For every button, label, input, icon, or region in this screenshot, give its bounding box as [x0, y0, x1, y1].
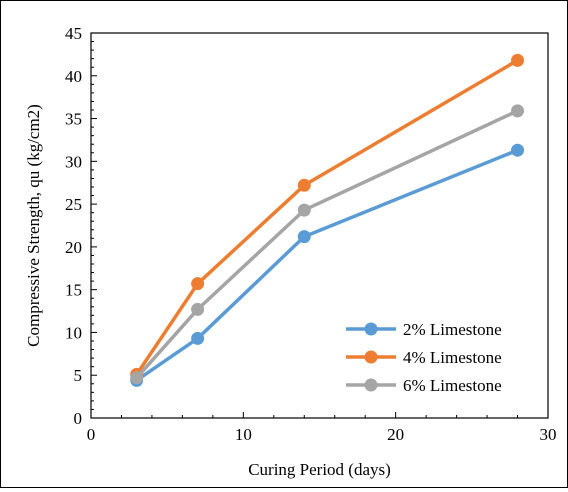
data-point	[297, 178, 311, 192]
legend-label: 4% Limestone	[403, 348, 502, 367]
series-2	[130, 53, 525, 381]
series-line	[135, 148, 519, 382]
x-axis-title: Curing Period (days)	[248, 460, 391, 479]
data-point	[191, 302, 205, 316]
legend-item: 6% Limestone	[346, 376, 502, 395]
x-tick-label: 0	[87, 425, 96, 444]
y-tick-label: 5	[74, 366, 83, 385]
y-tick-label: 40	[65, 67, 82, 86]
legend-swatch-marker	[364, 378, 378, 392]
legend-label: 6% Limestone	[403, 376, 502, 395]
data-point	[130, 371, 144, 385]
y-tick-label: 30	[65, 152, 82, 171]
legend-label: 2% Limestone	[403, 320, 502, 339]
x-tick-label: 30	[540, 425, 557, 444]
legend-swatch-marker	[364, 350, 378, 364]
data-point	[511, 104, 525, 118]
data-point	[511, 143, 525, 157]
legend-item: 2% Limestone	[346, 320, 502, 339]
x-tick-label: 10	[235, 425, 252, 444]
data-point	[191, 331, 205, 345]
series-line	[135, 58, 519, 376]
y-tick-label: 35	[65, 110, 82, 129]
y-axis-title: Compressive Strength, qu (kg/cm2)	[24, 104, 43, 347]
x-tick-label: 20	[387, 425, 404, 444]
series-layer	[130, 53, 525, 387]
y-tick-label: 25	[65, 195, 82, 214]
y-tick-label: 10	[65, 323, 82, 342]
axes: 0 5 10 15 20 25 30 35 40 45 0 10 20 30	[65, 24, 557, 444]
y-tick-label: 45	[65, 24, 82, 43]
legend-item: 4% Limestone	[346, 348, 502, 367]
plot-area-border	[90, 32, 549, 419]
series-3	[130, 104, 525, 385]
legend-swatch-marker	[364, 322, 378, 336]
data-point	[297, 203, 311, 217]
series-line	[135, 109, 519, 379]
legend: 2% Limestone 4% Limestone 6% Limestone	[346, 320, 502, 395]
y-tick-label: 15	[65, 281, 82, 300]
y-tick-label: 0	[74, 409, 83, 428]
y-tick-label: 20	[65, 238, 82, 257]
data-point	[511, 53, 525, 67]
data-point	[191, 277, 205, 291]
data-point	[297, 230, 311, 244]
